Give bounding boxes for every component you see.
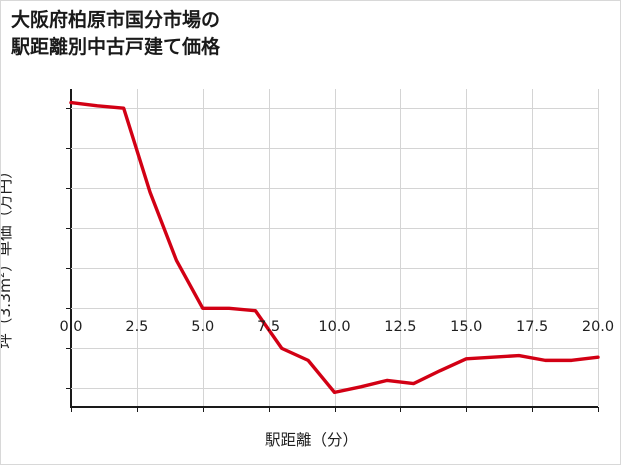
x-tickmark bbox=[532, 407, 534, 412]
y-tickmark bbox=[66, 348, 71, 350]
x-tickmark bbox=[202, 407, 204, 412]
gridline-x-12.5 bbox=[400, 89, 402, 406]
x-tickmark bbox=[400, 407, 402, 412]
plot-area bbox=[66, 89, 600, 412]
gridline-x-2.5 bbox=[136, 89, 138, 406]
x-tickmark bbox=[71, 407, 72, 412]
x-tickmark bbox=[466, 407, 468, 412]
y-axis-label: 坪（3.3m2）単価（万円） bbox=[0, 163, 14, 349]
gridline-x-7.5 bbox=[268, 89, 270, 406]
series-polyline bbox=[69, 100, 600, 395]
x-tick-label-20.0: 20.0 bbox=[581, 319, 615, 335]
x-tickmark bbox=[136, 407, 138, 412]
gridline-x-20.0 bbox=[598, 89, 599, 406]
y-tickmark bbox=[66, 388, 71, 390]
x-axis-label: 駅距離（分） bbox=[264, 431, 358, 449]
gridline-x-5.0 bbox=[202, 89, 204, 406]
y-tickmark bbox=[66, 268, 71, 270]
gridline-x-17.5 bbox=[532, 89, 534, 406]
x-tickmark bbox=[268, 407, 270, 412]
y-tickmark bbox=[66, 228, 71, 230]
x-tickmark bbox=[598, 407, 599, 412]
y-tickmark bbox=[66, 108, 71, 110]
gridline-x-10.0 bbox=[334, 89, 336, 406]
gridline-x-15.0 bbox=[466, 89, 468, 406]
x-tick-label-15.0: 15.0 bbox=[450, 319, 483, 335]
x-axis-spine bbox=[70, 406, 598, 408]
x-tick-label-0.0: 0.0 bbox=[59, 319, 83, 335]
x-tickmark bbox=[334, 407, 336, 412]
y-tickmark bbox=[66, 148, 71, 150]
x-tick-label-12.5: 12.5 bbox=[384, 319, 417, 335]
x-tick-label-5.0: 5.0 bbox=[191, 319, 215, 335]
y-axis-spine bbox=[70, 89, 72, 406]
y-tickmark bbox=[66, 308, 71, 310]
chart-title: 大阪府柏原市国分市場の 駅距離別中古戸建て価格 bbox=[11, 9, 221, 58]
x-tick-label-17.5: 17.5 bbox=[515, 319, 549, 335]
x-tick-label-10.0: 10.0 bbox=[318, 319, 351, 335]
x-tick-label-2.5: 2.5 bbox=[125, 319, 149, 335]
x-tick-label-7.5: 7.5 bbox=[257, 319, 281, 335]
y-tickmark bbox=[66, 188, 71, 190]
series-line-chart bbox=[69, 100, 600, 395]
